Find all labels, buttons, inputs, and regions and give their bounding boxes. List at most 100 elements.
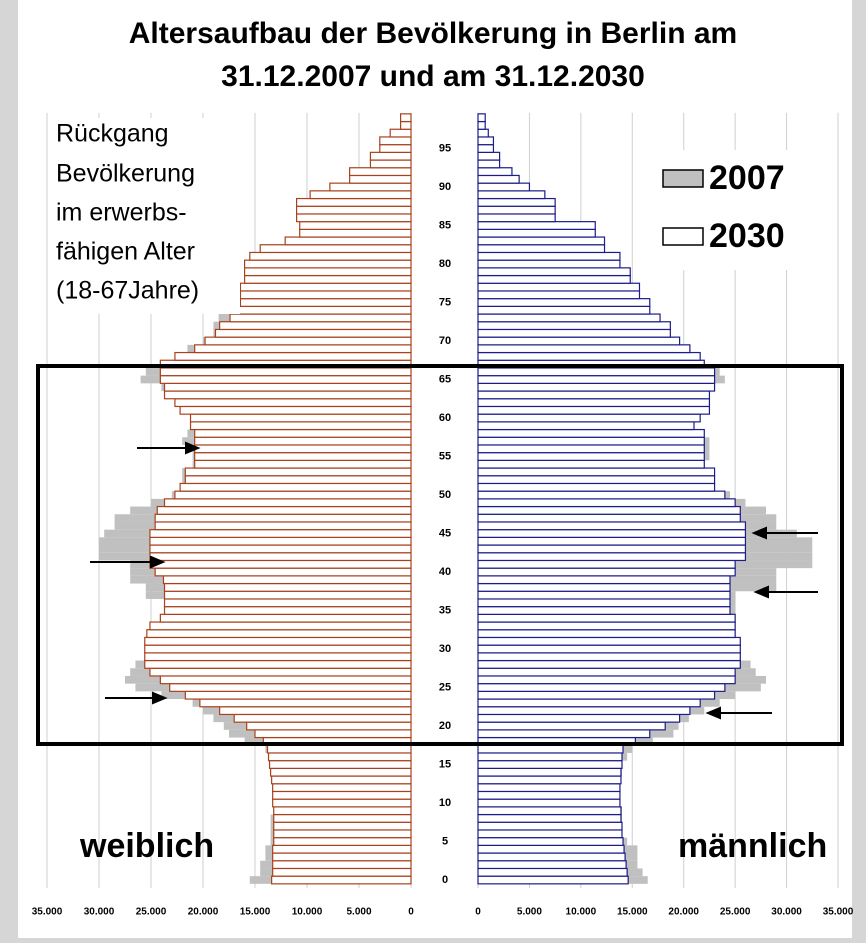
bar — [477, 490, 726, 500]
age-label: 0 — [442, 874, 448, 886]
bar — [299, 221, 412, 230]
bar — [194, 444, 412, 454]
bar — [144, 652, 412, 662]
age-label: 20 — [439, 720, 451, 732]
bar — [239, 290, 412, 300]
bar — [477, 783, 621, 793]
bar — [184, 690, 412, 700]
bar — [477, 367, 716, 377]
bar — [179, 405, 412, 415]
bar — [477, 806, 622, 816]
bar — [249, 251, 412, 261]
x-tick-label: 25.000 — [720, 907, 751, 918]
x-tick-label: 0 — [475, 907, 481, 918]
bar — [477, 598, 731, 608]
bar — [477, 328, 671, 338]
bar — [163, 606, 412, 615]
bar — [189, 413, 412, 423]
bar — [477, 521, 747, 531]
bar — [477, 744, 624, 754]
age-label: 35 — [439, 604, 451, 616]
bar — [477, 829, 623, 839]
bar — [477, 290, 641, 300]
arrows — [90, 441, 818, 720]
legend-swatch — [662, 169, 704, 188]
bar — [272, 852, 412, 862]
bar — [149, 529, 412, 538]
bar — [296, 213, 412, 223]
bar — [296, 205, 412, 215]
bar — [477, 821, 623, 831]
bar — [477, 606, 731, 615]
bar — [477, 336, 681, 346]
bar — [477, 190, 546, 200]
bar — [477, 867, 628, 877]
bar — [233, 713, 412, 723]
bar — [477, 351, 701, 361]
bar — [156, 505, 412, 515]
bar — [266, 744, 412, 754]
bar — [246, 721, 412, 731]
bar — [272, 844, 412, 854]
bar — [159, 675, 412, 685]
bar — [219, 706, 412, 716]
x-tick-label: 0 — [408, 907, 414, 918]
bar — [477, 305, 651, 315]
bar — [159, 367, 412, 377]
bar — [149, 536, 412, 546]
bar — [477, 144, 495, 153]
bar — [477, 552, 747, 562]
bar — [477, 513, 741, 523]
x-tick-label: 15.000 — [240, 907, 271, 918]
bar — [477, 375, 716, 384]
bar — [477, 575, 731, 585]
bar — [189, 421, 412, 431]
age-label: 40 — [439, 566, 451, 578]
bar — [477, 790, 621, 800]
bar — [477, 729, 651, 739]
bar — [154, 513, 412, 523]
bar — [272, 860, 412, 870]
age-label: 45 — [439, 527, 451, 539]
bar — [149, 667, 412, 677]
legend: 2007 2030 — [658, 150, 828, 270]
bar — [477, 244, 606, 254]
bar — [477, 613, 736, 623]
bar — [477, 259, 621, 269]
bar — [477, 582, 731, 592]
bar — [273, 829, 412, 839]
bar — [389, 128, 412, 138]
x-tick-label: 10.000 — [566, 907, 597, 918]
bar — [477, 159, 501, 169]
bar — [272, 783, 412, 793]
bar — [174, 351, 412, 361]
bar — [194, 452, 412, 461]
age-label: 95 — [439, 142, 451, 154]
bar — [369, 159, 412, 169]
bar — [149, 552, 412, 562]
bar — [477, 467, 716, 477]
bar — [477, 236, 606, 246]
bar — [477, 421, 695, 431]
bar — [273, 837, 412, 846]
arrow-head — [751, 526, 767, 540]
bar — [163, 582, 412, 592]
bar — [169, 683, 412, 692]
bar — [154, 567, 412, 577]
age-label: 80 — [439, 258, 451, 270]
arrow-head — [705, 706, 721, 720]
bar — [229, 313, 412, 323]
age-label: 25 — [439, 681, 451, 693]
bar — [194, 459, 412, 469]
bar — [477, 174, 520, 184]
bar — [159, 375, 412, 384]
bar — [194, 344, 412, 354]
age-label: 10 — [439, 797, 451, 809]
bar — [268, 760, 412, 769]
age-label: 55 — [439, 450, 451, 462]
legend-swatch — [662, 227, 704, 246]
x-tick-label: 5.000 — [517, 907, 542, 918]
bar — [477, 752, 623, 762]
age-label: 5 — [442, 835, 448, 847]
legend-label: 2007 — [709, 159, 785, 197]
